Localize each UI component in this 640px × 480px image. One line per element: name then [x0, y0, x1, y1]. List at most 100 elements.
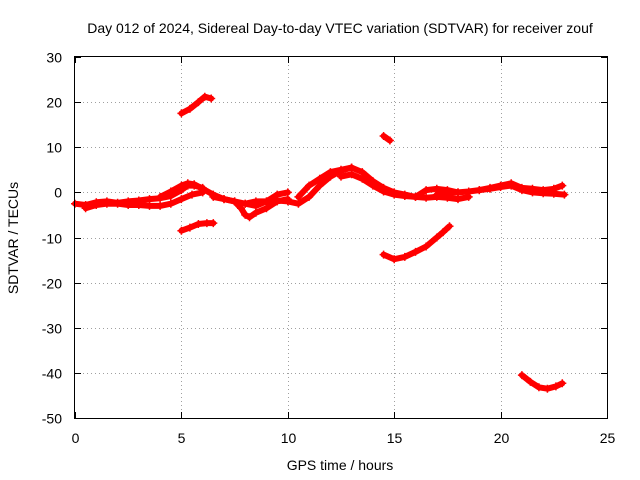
- data-point: [81, 204, 90, 213]
- data-point: [241, 210, 250, 219]
- series-band: [380, 223, 453, 263]
- data-point: [237, 204, 245, 213]
- data-point: [528, 184, 537, 193]
- data-point: [262, 197, 271, 206]
- data-point: [411, 247, 420, 256]
- data-point: [92, 201, 101, 209]
- data-point: [443, 189, 452, 198]
- data-point: [200, 92, 209, 101]
- data-point: [534, 383, 543, 392]
- data-point: [251, 208, 260, 217]
- y-tick-label: 0: [54, 185, 62, 201]
- y-tick-label: -40: [42, 366, 62, 382]
- series-layer: [71, 92, 569, 393]
- data-point: [464, 187, 473, 196]
- data-point: [190, 180, 199, 189]
- data-point: [194, 220, 203, 228]
- data-point: [486, 183, 494, 192]
- series-arc-02: [81, 188, 207, 213]
- data-point: [209, 192, 218, 201]
- grid: [75, 57, 607, 418]
- data-point: [549, 184, 558, 193]
- data-point: [283, 197, 292, 206]
- series-band: [178, 93, 215, 117]
- data-point: [283, 188, 292, 197]
- x-tick-label: 20: [494, 430, 510, 446]
- data-point: [337, 165, 345, 174]
- data-point: [432, 190, 441, 199]
- data-point: [347, 170, 356, 179]
- data-point: [422, 193, 431, 202]
- data-point: [558, 379, 567, 388]
- data-point: [207, 94, 216, 103]
- data-point: [439, 228, 448, 237]
- data-point: [294, 192, 303, 201]
- data-point: [400, 192, 409, 200]
- y-axis-label: SDTVAR / TECUs: [5, 182, 21, 294]
- data-point: [185, 104, 194, 113]
- data-point: [177, 181, 186, 190]
- data-point: [445, 222, 454, 231]
- data-point: [379, 132, 388, 140]
- x-tick-label: 5: [178, 430, 186, 446]
- data-point: [185, 223, 194, 232]
- x-tick-label: 10: [281, 430, 297, 446]
- data-point: [400, 252, 409, 261]
- x-tick-label: 25: [600, 430, 616, 446]
- data-point: [241, 199, 250, 208]
- series-arc-04: [177, 92, 216, 118]
- data-point: [358, 174, 367, 183]
- data-point: [156, 201, 165, 210]
- y-tick-label: -30: [42, 321, 62, 337]
- data-point: [156, 192, 165, 201]
- data-point: [273, 196, 282, 205]
- data-point: [198, 184, 207, 193]
- data-point: [507, 179, 516, 188]
- data-point: [305, 192, 314, 201]
- series-arc-11: [379, 222, 454, 264]
- data-point: [390, 255, 399, 264]
- y-tick-label: 10: [46, 140, 62, 156]
- x-tick-label: 15: [387, 430, 403, 446]
- data-point: [145, 201, 154, 210]
- x-tick-label: 0: [72, 430, 80, 446]
- series-band: [210, 193, 291, 221]
- data-point: [166, 199, 175, 208]
- data-point: [326, 168, 335, 177]
- data-point: [517, 371, 526, 380]
- data-point: [294, 199, 303, 208]
- data-point: [183, 179, 192, 188]
- data-point: [539, 186, 548, 195]
- series-arc-14: [517, 371, 567, 393]
- data-point: [385, 136, 394, 145]
- data-point: [390, 190, 399, 199]
- data-point: [347, 163, 356, 172]
- data-point: [177, 109, 186, 118]
- y-tick-label: 30: [46, 50, 62, 66]
- data-point: [475, 186, 484, 195]
- data-point: [560, 190, 569, 199]
- data-point: [368, 181, 377, 190]
- data-point: [432, 233, 441, 242]
- data-point: [422, 242, 431, 251]
- data-point: [496, 181, 505, 190]
- data-point: [543, 384, 552, 393]
- series-arc-13: [475, 179, 567, 195]
- data-point: [113, 199, 122, 208]
- ticks: 0 5 10 15 20 25 30 20 10 0 -10 -20 -30 -40 -50: [42, 50, 616, 447]
- data-point: [558, 181, 567, 190]
- data-point: [337, 172, 345, 181]
- data-point: [230, 197, 239, 206]
- data-point: [411, 192, 420, 201]
- x-axis-label: GPS time / hours: [287, 457, 394, 473]
- data-point: [145, 195, 154, 204]
- data-point: [262, 204, 271, 213]
- data-point: [358, 168, 367, 177]
- chart-title: Day 012 of 2024, Sidereal Day-to-day VTE…: [87, 20, 593, 36]
- y-tick-label: -20: [42, 276, 62, 292]
- data-point: [251, 197, 260, 206]
- data-point: [315, 181, 324, 190]
- y-tick-label: 20: [46, 95, 62, 111]
- data-point: [454, 195, 462, 204]
